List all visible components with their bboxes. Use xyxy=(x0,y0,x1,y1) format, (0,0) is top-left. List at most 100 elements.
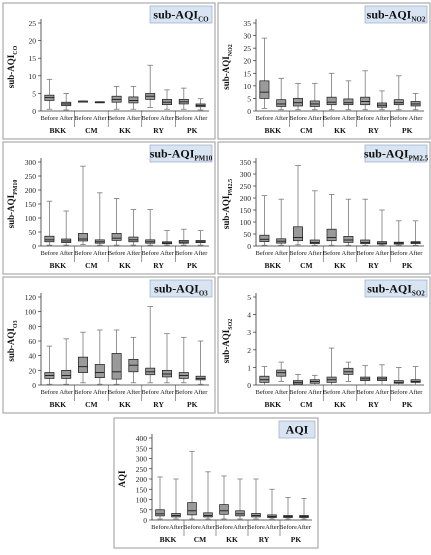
box-ry-after xyxy=(377,90,387,111)
box-pk-before xyxy=(178,336,189,384)
iqr-box xyxy=(343,98,354,106)
box-pk-before xyxy=(283,497,293,520)
chart-title-main: sub-AQI xyxy=(367,282,412,296)
period-label: Before xyxy=(247,524,265,531)
iqr-box xyxy=(128,96,139,104)
y-tick-label: 2 xyxy=(247,346,251,355)
iqr-box xyxy=(293,98,303,107)
y-tick-label: 10 xyxy=(29,72,37,81)
y-axis-label-main: sub-AQI xyxy=(6,194,16,228)
box-ry-after xyxy=(162,230,172,246)
period-label: After xyxy=(409,250,424,257)
box-kk-before xyxy=(326,72,337,111)
period-label: Before xyxy=(175,115,193,122)
chart-title-box xyxy=(149,279,213,298)
y-axis-label-sub: PM2.5 xyxy=(228,179,234,196)
box-kk-before xyxy=(326,193,337,246)
y-tick-label: 10 xyxy=(244,82,252,91)
y-tick-label: 300 xyxy=(240,170,252,179)
period-label: Before xyxy=(390,250,408,257)
y-axis-label-main: sub-AQI xyxy=(221,56,231,90)
box-cm-after xyxy=(94,101,105,104)
period-label: After xyxy=(375,115,390,122)
y-axis-label-sub: PM10 xyxy=(13,180,19,195)
box-pk-after xyxy=(195,98,206,111)
iqr-box xyxy=(276,99,287,107)
box-kk-after xyxy=(235,478,245,520)
y-tick-label: 150 xyxy=(136,485,148,494)
province-label: CM xyxy=(85,126,98,135)
box-bkk-before xyxy=(259,366,270,386)
chart-title-main: sub-AQI xyxy=(150,147,195,161)
chart-title-box xyxy=(364,279,428,298)
period-label: Before xyxy=(41,250,59,257)
period-label: Before xyxy=(175,250,193,257)
box-pk-before xyxy=(178,87,189,110)
box-pk-before xyxy=(393,75,404,111)
period-label: Before xyxy=(289,389,307,396)
province-label: BKK xyxy=(49,126,66,135)
y-axis-label-group: AQI xyxy=(117,470,127,488)
y-tick-label: 0 xyxy=(32,381,36,390)
period-label: After xyxy=(59,115,74,122)
box-pk-after xyxy=(410,366,421,386)
period-label: Before xyxy=(108,115,126,122)
iqr-box xyxy=(203,512,213,518)
panel-border xyxy=(2,2,216,140)
period-label: Before xyxy=(390,389,408,396)
period-label: After xyxy=(274,389,289,396)
period-label: After xyxy=(375,250,390,257)
period-label: After xyxy=(297,524,312,531)
y-tick-label: 400 xyxy=(136,434,148,443)
province-label: PK xyxy=(291,535,302,544)
box-kk-after xyxy=(343,198,354,246)
province-label: RY xyxy=(368,400,379,409)
period-label: Before xyxy=(141,389,159,396)
box-ry-before xyxy=(360,198,371,246)
chart-title: AQI xyxy=(286,423,309,437)
y-tick-label: 120 xyxy=(25,293,37,302)
province-label: CM xyxy=(300,261,313,270)
period-label: After xyxy=(342,389,357,396)
y-tick-label: 0 xyxy=(32,242,36,251)
period-label: After xyxy=(308,115,323,122)
chart-title: sub-AQINO2 xyxy=(367,8,426,24)
box-kk-after xyxy=(128,209,139,246)
chart-panel-5: sub-AQIO3sub-AQIO3020406080100120BKKBefo… xyxy=(2,276,216,414)
y-tick-label: 200 xyxy=(240,194,252,203)
period-label: After xyxy=(160,250,175,257)
period-label: Before xyxy=(108,389,126,396)
y-tick-label: 0 xyxy=(32,107,36,116)
period-label: After xyxy=(127,250,142,257)
y-tick-label: 40 xyxy=(29,352,37,361)
y-tick-label: 0 xyxy=(143,516,147,525)
iqr-box xyxy=(155,509,165,517)
box-ry-before xyxy=(251,478,261,520)
box-bkk-before xyxy=(259,37,270,109)
period-label: After xyxy=(160,115,175,122)
period-label: Before xyxy=(74,115,92,122)
y-tick-label: 80 xyxy=(29,322,37,331)
iqr-box xyxy=(111,353,122,380)
y-axis-label: sub-AQICO xyxy=(6,45,19,88)
period-label: Before xyxy=(356,250,374,257)
province-label: PK xyxy=(187,126,198,135)
box-bkk-before xyxy=(155,476,165,520)
chart-title-box xyxy=(364,144,428,163)
box-pk-after xyxy=(195,230,206,246)
period-label: Before xyxy=(74,389,92,396)
y-axis-label: AQI xyxy=(117,470,127,488)
y-tick-label: 25 xyxy=(244,44,252,53)
period-label: After xyxy=(169,524,184,531)
iqr-box xyxy=(187,502,197,516)
y-tick-label: 350 xyxy=(240,158,252,167)
iqr-box xyxy=(61,369,72,379)
y-tick-label: 15 xyxy=(29,54,37,63)
iqr-box xyxy=(259,80,270,99)
period-label: Before xyxy=(141,250,159,257)
y-tick-label: 20 xyxy=(244,57,252,66)
period-label: Before xyxy=(323,115,341,122)
box-bkk-before xyxy=(44,345,55,385)
